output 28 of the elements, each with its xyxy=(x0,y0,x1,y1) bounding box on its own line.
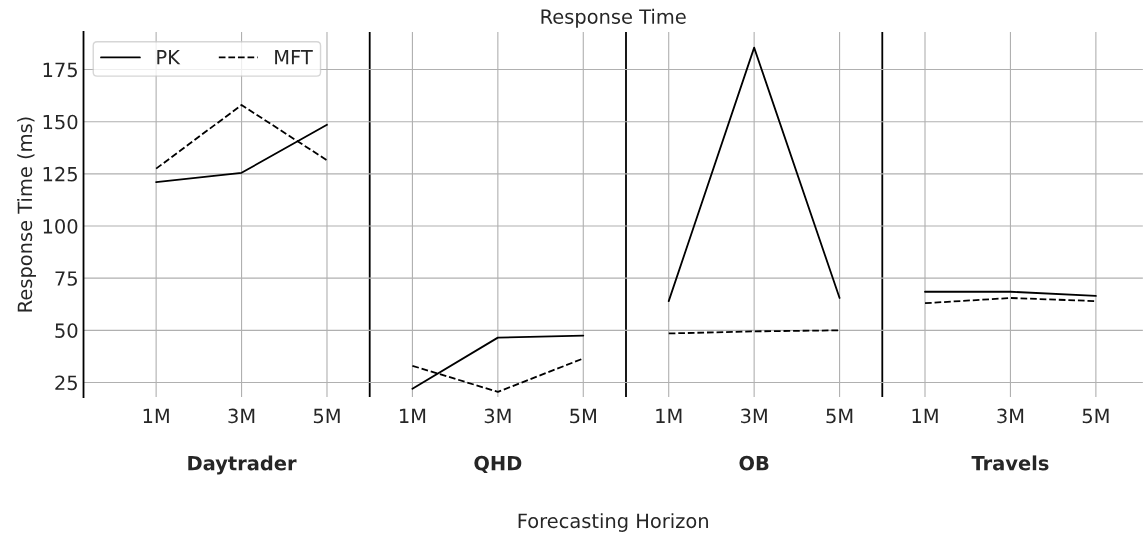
x-tick-label: 1M xyxy=(656,408,682,423)
x-tick-label: 1M xyxy=(912,408,938,423)
y-tick-label: 175 xyxy=(43,62,77,78)
y-tick-label: 100 xyxy=(43,218,78,234)
text: Daytrader xyxy=(188,455,297,475)
x-tick-label: 3M xyxy=(741,408,767,424)
y-tick-label: 25 xyxy=(55,375,77,391)
text: Travels xyxy=(971,455,1049,471)
y-tick-label: 50 xyxy=(55,323,78,338)
y-tick-label: 75 xyxy=(55,271,77,286)
y-axis-title: Response Time (ms) xyxy=(17,117,36,312)
x-tick-label: 1M xyxy=(399,408,426,423)
x-tick-label: 3M xyxy=(484,408,511,424)
x-tick-label: 5M xyxy=(826,408,853,424)
x-tick-label: 3M xyxy=(997,408,1024,424)
x-tick-label: 5M xyxy=(1082,408,1109,424)
x-tick-label: 3M xyxy=(228,408,255,424)
text: QHD xyxy=(474,455,522,474)
text: OB xyxy=(739,455,769,471)
chart-title: Response Time xyxy=(541,8,686,28)
legend-label: PK xyxy=(157,50,181,65)
legend-label: MFT xyxy=(275,50,313,65)
y-tick-label: 150 xyxy=(43,114,78,130)
x-tick-label: 5M xyxy=(570,408,596,424)
x-tick-label: 5M xyxy=(313,408,340,424)
x-axis-title: Forecasting Horizon xyxy=(518,513,708,532)
x-tick-label: 1M xyxy=(143,408,169,423)
y-tick-label: 125 xyxy=(43,166,77,182)
